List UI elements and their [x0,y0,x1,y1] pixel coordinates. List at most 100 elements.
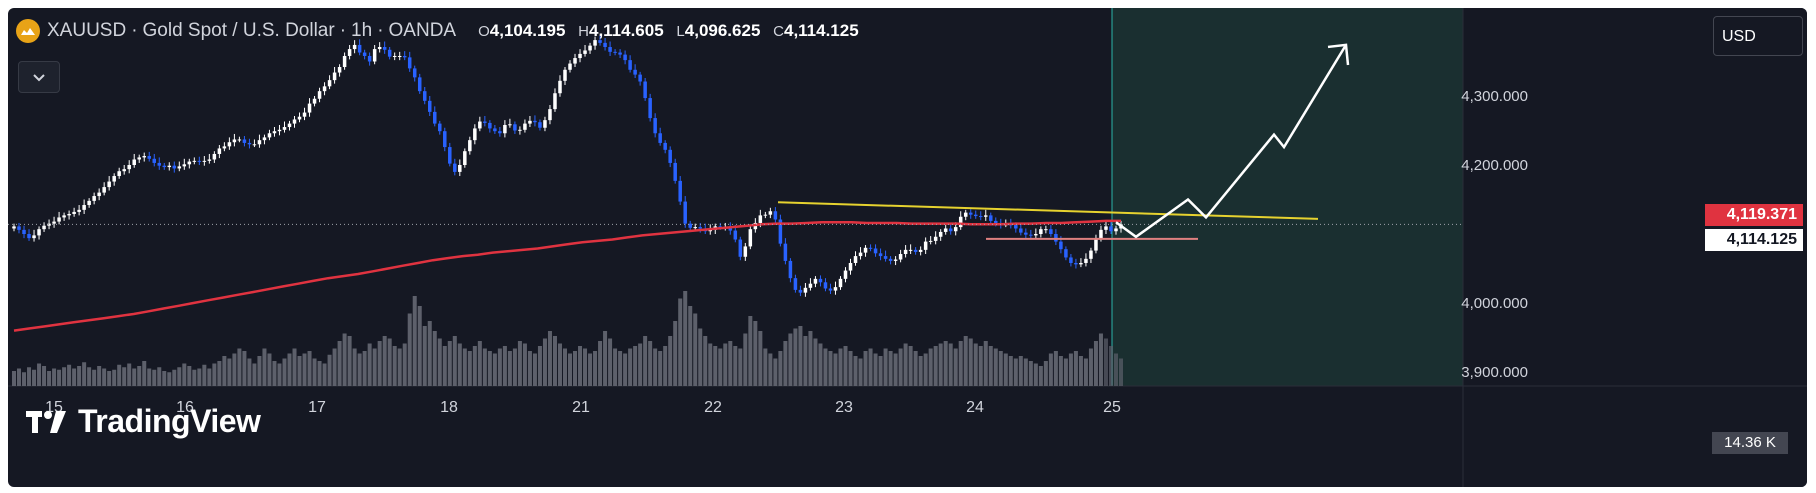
candle-body [598,40,602,43]
candle-body [357,44,362,53]
candle-body [813,278,818,284]
candle-body [498,131,502,134]
watermark-text: TradingView [78,403,261,439]
candle-body [773,211,778,220]
candle-body [77,209,81,212]
candle-body [152,158,157,163]
candle-body [217,148,222,154]
volume-bar [102,368,107,386]
forecast-zone [1112,8,1463,386]
volume-bar [813,338,818,386]
volume-bar [768,353,773,386]
candle-body [177,166,182,169]
volume-bar [738,348,743,386]
volume-bar [412,296,417,386]
volume-bar [562,348,567,386]
volume-bar [668,336,673,386]
x-tick-label: 16 [176,399,194,416]
candle-body [873,248,878,254]
candle-body [923,241,928,250]
candle-body [658,133,662,143]
volume-bar [432,331,437,386]
candle-body [402,55,407,58]
candle-body [32,235,36,239]
volume-bar [507,351,512,386]
candle-body [327,80,332,87]
candle-body [868,247,873,249]
candle-body [412,68,417,78]
volume-bar [923,353,928,386]
candle-body [913,249,918,252]
volume-bar [417,306,422,386]
projection-arrowhead [1327,43,1350,66]
candle-body [603,42,607,48]
candle-body [1019,228,1023,233]
volume-bar [613,348,618,386]
volume-bar [873,353,878,386]
volume-bar [552,336,557,386]
volume-bar [828,351,833,386]
volume-bar [938,343,943,386]
close-label: C [773,23,784,40]
candle-body [212,153,217,160]
candle-body [863,247,868,253]
volume-bar [132,368,137,386]
candle-body [543,120,547,128]
volume-bar [207,368,212,386]
candle-body [808,283,813,288]
symbol-ticker[interactable]: XAUUSD [47,20,127,41]
candle-body [107,181,111,188]
candle-body [963,212,968,217]
candle-body [928,240,933,242]
volume-bar [763,348,768,386]
candle-body [778,219,783,244]
volume-bar [623,353,628,386]
candle-body [187,161,192,165]
candle-body [463,151,467,165]
volume-bar [853,356,858,386]
candle-body [322,86,327,92]
candle-body [548,109,552,121]
candle-body [247,142,252,145]
candle-body [387,49,392,57]
candle-body [653,118,657,134]
y-tick-label: 3,900.000 [1461,364,1528,381]
volume-bar [337,341,342,386]
volume-bar [527,351,532,386]
volume-bar [893,353,898,386]
candle-body [989,215,993,221]
volume-bar [11,371,17,386]
volume-bar [92,369,97,386]
candle-body [167,165,172,168]
volume-bar [172,369,177,386]
candle-body [478,121,482,129]
collapse-legend-button[interactable] [18,61,60,93]
candle-body [352,44,357,50]
volume-bar [968,338,973,386]
volume-bar [427,321,432,386]
volume-bar [843,346,848,386]
volume-bar [1063,358,1068,386]
candle-body [362,52,367,56]
candle-body [182,164,187,167]
currency-selector[interactable]: USD [1713,16,1803,56]
candle-body [1069,257,1073,263]
y-tick-label: 4,000.000 [1461,295,1528,312]
candle-body [17,226,21,230]
x-tick-label: 18 [440,399,458,416]
candle-body [122,169,126,172]
candle-body [483,121,487,123]
candle-body [147,156,151,159]
candle-body [618,52,622,55]
volume-bar [312,358,317,386]
y-tick-label: 4,300.000 [1461,88,1528,105]
candle-body [252,144,257,146]
volume-bar [1103,338,1108,386]
interval-label[interactable]: 1h [351,20,373,41]
volume-bar [973,343,978,386]
candle-body [943,228,948,232]
candle-body [12,226,16,229]
volume-bar [673,321,678,386]
candle-body [978,216,983,218]
